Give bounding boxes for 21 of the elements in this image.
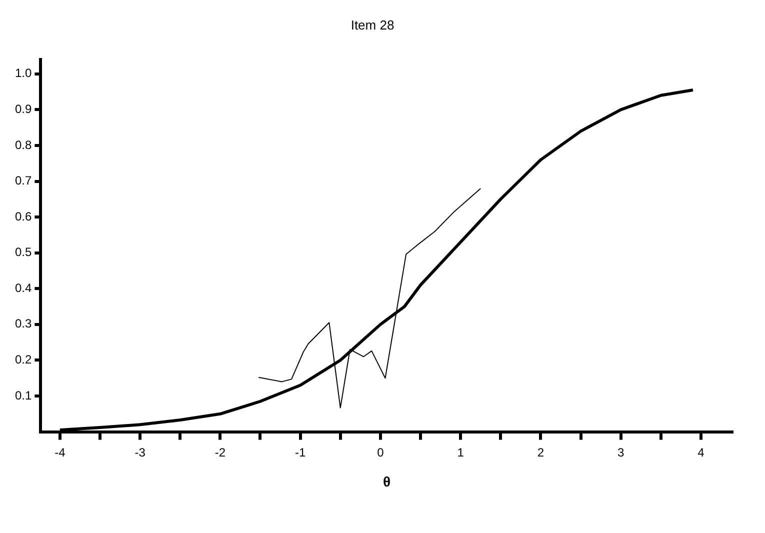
y-tick-label: 0.7 [14, 174, 32, 188]
x-tick-label: -1 [294, 445, 306, 460]
y-tick-label: 1.0 [14, 66, 32, 80]
x-tick-label: 3 [617, 445, 624, 460]
chart-title: Item 28 [350, 17, 394, 32]
y-tick-label: 0.1 [14, 388, 32, 402]
x-tick-label: -4 [54, 445, 66, 460]
x-tick-label: 1 [457, 445, 464, 460]
y-tick-label: 0.9 [14, 102, 32, 116]
x-tick-label: -2 [214, 445, 226, 460]
y-tick-label: 0.4 [14, 280, 32, 295]
y-tick-label: 0.3 [14, 316, 32, 331]
y-tick-label: 0.6 [14, 209, 32, 224]
x-tick-label: -3 [134, 445, 146, 460]
x-tick-label: 0 [377, 445, 384, 460]
y-tick-label: 0.2 [14, 352, 32, 367]
y-tick-label: 0.8 [14, 138, 32, 152]
x-axis-title: θ [383, 473, 391, 490]
x-tick-label: 2 [537, 445, 544, 460]
x-tick-label: 4 [698, 445, 705, 460]
y-tick-label: 0.5 [14, 245, 32, 260]
